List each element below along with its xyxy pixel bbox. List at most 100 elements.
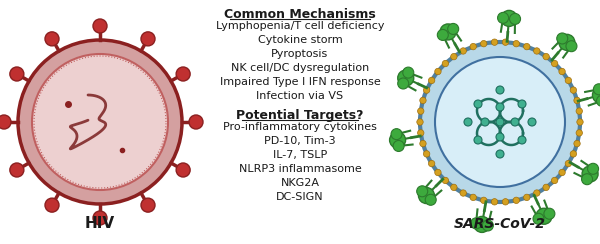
Circle shape: [440, 24, 456, 40]
Circle shape: [518, 100, 526, 108]
Circle shape: [570, 151, 577, 157]
Circle shape: [32, 54, 168, 190]
Circle shape: [474, 216, 490, 233]
Text: Pyroptosis: Pyroptosis: [271, 49, 329, 59]
Circle shape: [428, 77, 435, 84]
Circle shape: [435, 57, 565, 187]
Text: NLRP3 inflammasome: NLRP3 inflammasome: [239, 164, 361, 174]
Circle shape: [420, 42, 580, 202]
Circle shape: [428, 160, 435, 167]
Circle shape: [513, 41, 520, 47]
Text: Impaired Type I IFN response: Impaired Type I IFN response: [220, 77, 380, 87]
Circle shape: [596, 95, 600, 106]
Circle shape: [565, 160, 572, 167]
Circle shape: [437, 30, 448, 41]
Circle shape: [524, 194, 530, 201]
Circle shape: [497, 12, 509, 23]
Circle shape: [566, 41, 577, 52]
Circle shape: [551, 177, 558, 184]
Circle shape: [448, 23, 458, 34]
Text: Pro-inflammatory cytokines: Pro-inflammatory cytokines: [223, 122, 377, 132]
Circle shape: [509, 13, 521, 24]
Text: NK cell/DC dysregulation: NK cell/DC dysregulation: [231, 63, 369, 73]
Circle shape: [528, 118, 536, 126]
Circle shape: [482, 220, 493, 231]
Circle shape: [481, 41, 487, 47]
Circle shape: [576, 130, 583, 136]
Circle shape: [481, 118, 489, 126]
Circle shape: [496, 118, 504, 126]
Circle shape: [470, 43, 476, 50]
Circle shape: [576, 108, 583, 114]
Circle shape: [420, 97, 426, 104]
Circle shape: [544, 208, 555, 219]
Text: NKG2A: NKG2A: [281, 178, 320, 188]
Circle shape: [418, 188, 434, 203]
Circle shape: [587, 163, 599, 174]
Text: Cytokine storm: Cytokine storm: [257, 35, 343, 45]
Circle shape: [93, 19, 107, 33]
Circle shape: [470, 218, 482, 229]
Circle shape: [513, 197, 520, 203]
Text: IL-7, TSLP: IL-7, TSLP: [273, 150, 327, 160]
Circle shape: [565, 77, 572, 84]
Circle shape: [470, 194, 476, 201]
Circle shape: [577, 119, 583, 125]
Circle shape: [574, 140, 580, 147]
Circle shape: [574, 97, 580, 104]
Circle shape: [551, 60, 558, 67]
Text: HIV: HIV: [85, 216, 115, 232]
Circle shape: [543, 53, 550, 60]
Circle shape: [496, 150, 504, 158]
Circle shape: [18, 40, 182, 204]
Circle shape: [557, 33, 568, 44]
Text: Potential Targets?: Potential Targets?: [236, 109, 364, 122]
Circle shape: [398, 78, 409, 89]
Circle shape: [464, 118, 472, 126]
Circle shape: [176, 67, 190, 81]
Circle shape: [141, 32, 155, 46]
Circle shape: [10, 163, 24, 177]
Circle shape: [93, 211, 107, 225]
Circle shape: [559, 169, 565, 176]
Circle shape: [451, 184, 457, 191]
Circle shape: [592, 87, 600, 103]
Text: DC-SIGN: DC-SIGN: [276, 192, 324, 202]
Circle shape: [491, 39, 498, 45]
Circle shape: [418, 130, 424, 136]
Text: PD-10, Tim-3: PD-10, Tim-3: [264, 136, 336, 146]
Circle shape: [533, 48, 540, 54]
Circle shape: [570, 87, 577, 93]
Text: Infection via VS: Infection via VS: [256, 91, 344, 101]
Circle shape: [543, 184, 550, 191]
Circle shape: [518, 136, 526, 144]
Circle shape: [524, 43, 530, 50]
Circle shape: [393, 141, 404, 152]
Circle shape: [451, 53, 457, 60]
Text: Common Mechanisms: Common Mechanisms: [224, 8, 376, 21]
Circle shape: [491, 199, 498, 205]
Circle shape: [417, 119, 423, 125]
Circle shape: [474, 100, 482, 108]
Circle shape: [418, 108, 424, 114]
Circle shape: [403, 67, 414, 78]
Circle shape: [533, 190, 540, 196]
Circle shape: [442, 177, 449, 184]
Circle shape: [442, 60, 449, 67]
Circle shape: [45, 198, 59, 212]
Circle shape: [460, 190, 466, 196]
Circle shape: [593, 84, 600, 95]
Circle shape: [176, 163, 190, 177]
Circle shape: [435, 169, 441, 176]
Circle shape: [474, 136, 482, 144]
Circle shape: [460, 48, 466, 54]
Circle shape: [435, 68, 441, 75]
Circle shape: [559, 68, 565, 75]
Circle shape: [10, 67, 24, 81]
Circle shape: [425, 194, 436, 205]
Circle shape: [511, 118, 519, 126]
Circle shape: [481, 197, 487, 203]
Circle shape: [496, 133, 504, 141]
Circle shape: [420, 140, 426, 147]
Circle shape: [398, 70, 414, 86]
